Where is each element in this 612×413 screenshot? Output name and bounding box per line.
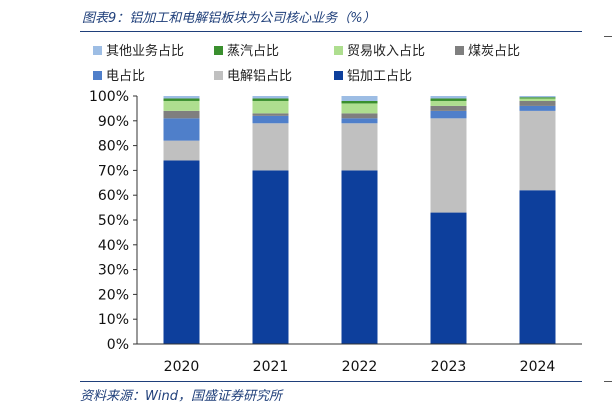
bar-segment (252, 170, 289, 344)
y-tick-label: 30% (98, 263, 129, 279)
edge-tick-bottom (604, 381, 612, 382)
legend-swatch-power (93, 71, 102, 80)
legend-label-other: 其他业务占比 (106, 44, 185, 59)
bar-segment (430, 98, 467, 101)
edge-tick-top (604, 36, 612, 37)
legend-swatch-processing (334, 71, 343, 80)
bottom-rule (80, 381, 582, 382)
bar-segment (430, 110, 467, 119)
bar-segment (519, 96, 556, 98)
x-tick-label: 2021 (253, 359, 289, 375)
bar-segment (163, 110, 200, 119)
bar-segment (519, 97, 556, 99)
bar-segment (341, 96, 378, 101)
bar-segment (163, 100, 200, 111)
y-tick-label: 20% (98, 287, 129, 303)
legend-item-power: 电占比 (93, 65, 145, 84)
bar-segment (252, 113, 289, 116)
bar-segment (252, 100, 289, 114)
legend-swatch-trade (334, 46, 343, 55)
bar-segment (430, 212, 467, 344)
legend-label-power: 电占比 (106, 69, 146, 84)
bar-segment (430, 96, 467, 99)
bar-segment (341, 118, 378, 124)
legend-label-steam: 蒸汽占比 (227, 44, 280, 59)
bar-segment (163, 140, 200, 161)
bar-segment (430, 100, 467, 106)
legend-swatch-other (93, 46, 102, 55)
x-tick-label: 2023 (431, 359, 467, 375)
x-tick-label: 2022 (342, 359, 378, 375)
legend-swatch-electrolytic (214, 71, 223, 80)
legend-item-processing: 铝加工占比 (334, 65, 412, 84)
legend-label-electrolytic: 电解铝占比 (227, 69, 293, 84)
x-tick-label: 2020 (164, 359, 200, 375)
bar-segment (341, 113, 378, 119)
y-tick-label: 90% (98, 114, 129, 130)
bar-segment (163, 98, 200, 101)
legend-label-coal: 煤炭占比 (468, 44, 521, 59)
bar-segment (519, 100, 556, 106)
bar-segment (252, 96, 289, 99)
bar-segment (341, 123, 378, 171)
legend-item-coal: 煤炭占比 (455, 40, 520, 59)
y-tick-label: 10% (98, 312, 129, 328)
legend-label-processing: 铝加工占比 (347, 69, 413, 84)
bar-segment (163, 96, 200, 99)
legend-item-trade: 贸易收入占比 (334, 40, 425, 59)
y-tick-label: 100% (89, 89, 129, 105)
bar-segment (519, 105, 556, 111)
legend-item-electrolytic: 电解铝占比 (214, 65, 292, 84)
bar-segment (163, 160, 200, 344)
bar-segment (252, 98, 289, 101)
source-note: 资料来源：Wind，国盛证券研究所 (80, 389, 282, 404)
bar-segment (519, 190, 556, 344)
top-rule (80, 31, 582, 32)
y-tick-label: 70% (98, 163, 129, 179)
bar-segment (252, 123, 289, 171)
x-tick-label: 2024 (520, 359, 556, 375)
bar-segment (430, 105, 467, 111)
y-tick-label: 40% (98, 238, 129, 254)
bar-segment (341, 103, 378, 114)
bar-segment (341, 170, 378, 344)
y-tick-label: 0% (107, 337, 129, 353)
bar-segment (341, 100, 378, 104)
bar-segment (519, 98, 556, 101)
legend-swatch-coal (455, 46, 464, 55)
bar-segment (519, 110, 556, 191)
y-tick-label: 60% (98, 188, 129, 204)
bar-segment (252, 115, 289, 124)
bar-segment (163, 118, 200, 141)
bar-segment (430, 118, 467, 213)
y-tick-label: 50% (98, 213, 129, 229)
chart-legend: 其他业务占比 蒸汽占比 贸易收入占比 煤炭占比 电占比 电解铝占比 铝加工占比 (0, 0, 612, 90)
legend-label-trade: 贸易收入占比 (347, 44, 426, 59)
y-tick-label: 80% (98, 139, 129, 155)
legend-swatch-steam (214, 46, 223, 55)
figure-title: 图表9：铝加工和电解铝板块为公司核心业务（%） (82, 11, 376, 26)
legend-item-other: 其他业务占比 (93, 40, 184, 59)
legend-item-steam: 蒸汽占比 (214, 40, 279, 59)
